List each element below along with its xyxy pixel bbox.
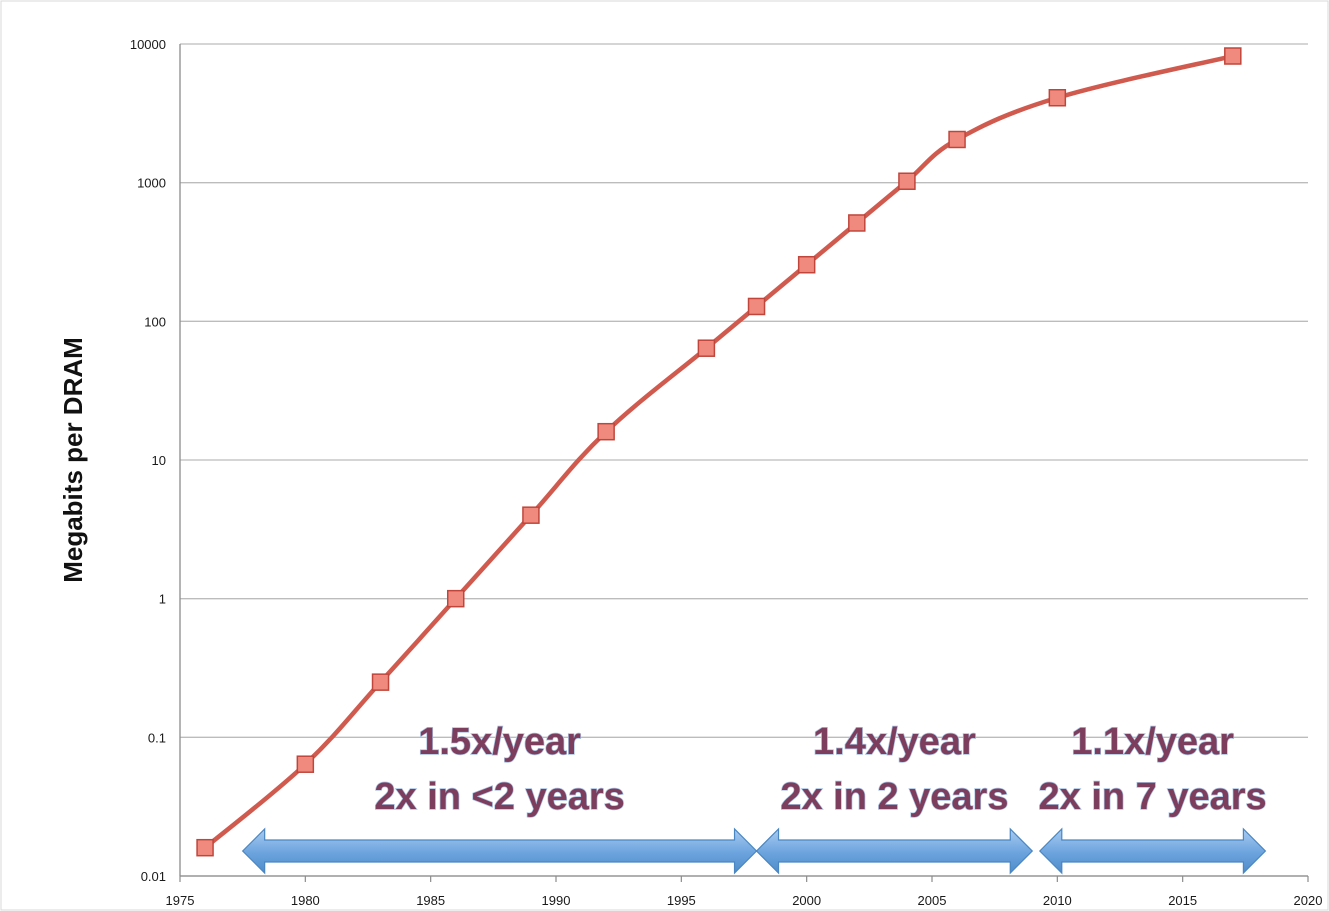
doubling-time-label: 2x in 2 years <box>780 776 1008 818</box>
growth-rate-label: 1.1x/year <box>1071 721 1234 763</box>
y-tick-label: 0.01 <box>141 869 166 884</box>
y-tick-label: 1 <box>159 592 166 607</box>
data-point-marker <box>597 422 615 441</box>
data-point-marker <box>697 339 716 357</box>
gridlines <box>180 43 1308 877</box>
doubling-time-label: 2x in <2 years <box>374 776 624 818</box>
doubling-time-label: 2x in 7 years <box>1039 776 1267 818</box>
data-point-marker <box>522 506 540 524</box>
y-tick-label: 0.1 <box>148 730 166 745</box>
x-tick-label: 1975 <box>166 893 195 908</box>
growth-rate-label: 1.4x/year <box>813 721 976 763</box>
x-tick-label: 2020 <box>1294 893 1323 908</box>
growth-rate-label: 1.5x/year <box>418 721 581 763</box>
y-tick-label: 10 <box>152 453 166 468</box>
data-point-marker <box>296 755 315 773</box>
x-tick-label: 2000 <box>792 893 821 908</box>
data-point-marker <box>848 214 866 232</box>
data-point-marker <box>1048 89 1067 107</box>
data-point-marker <box>446 589 465 608</box>
double-arrow <box>1038 827 1267 875</box>
data-point-marker <box>747 297 766 316</box>
x-tick-label: 1990 <box>542 893 571 908</box>
data-point-marker <box>797 255 816 274</box>
x-tick-label: 2010 <box>1043 893 1072 908</box>
data-point-marker <box>196 838 214 857</box>
axes: 0.01 0.1 1 10 100 1000 10000 1975 1980 1985 1990 19… <box>130 37 1323 908</box>
data-point-marker <box>898 172 916 190</box>
x-tick-label: 1980 <box>291 893 320 908</box>
double-arrow <box>241 827 758 875</box>
x-tick-label: 2005 <box>918 893 947 908</box>
x-tick-label: 1995 <box>667 893 696 908</box>
x-tick-label: 1985 <box>416 893 445 908</box>
double-arrow <box>755 827 1034 875</box>
data-point-marker <box>371 673 390 691</box>
y-tick-label: 100 <box>144 314 166 329</box>
data-point-marker <box>1224 47 1242 65</box>
x-tick-label: 2015 <box>1168 893 1197 908</box>
data-point-marker <box>948 130 966 149</box>
data-markers <box>196 47 1242 857</box>
y-tick-label: 1000 <box>137 176 166 191</box>
growth-arrows <box>241 827 1267 875</box>
growth-annotations: 1.5x/year 2x in <2 years 1.4x/year 2x in 2 … <box>374 720 1268 818</box>
y-axis-title: Megabits per DRAM <box>58 337 88 583</box>
y-tick-label: 10000 <box>130 37 166 52</box>
